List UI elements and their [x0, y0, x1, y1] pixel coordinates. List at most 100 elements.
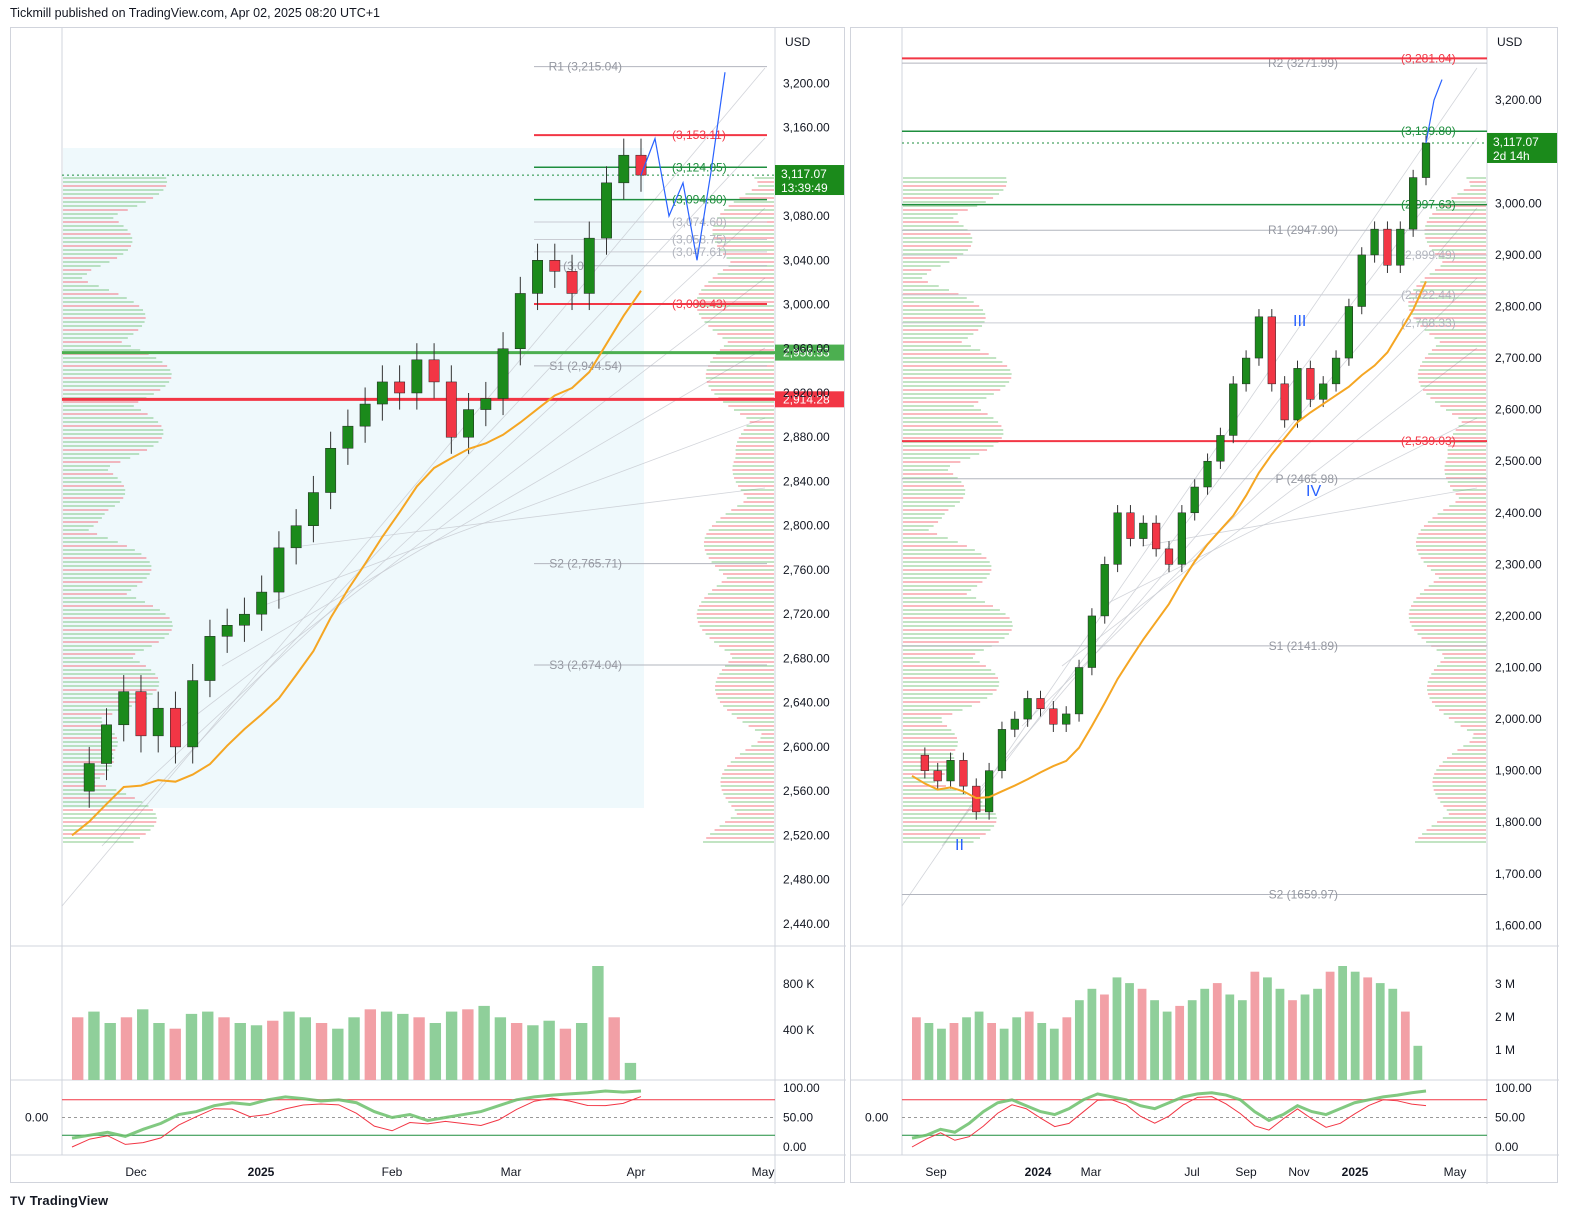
price-tick-label: 1,800.00: [1495, 815, 1542, 829]
time-tick-label: May: [1444, 1165, 1467, 1179]
price-tick-label: 2,640.00: [783, 696, 830, 710]
candle-body: [359, 403, 371, 427]
channel-line: [1061, 347, 1478, 667]
candle-body: [514, 293, 526, 349]
price-tick-label: 1,700.00: [1495, 867, 1542, 881]
tradingview-logo[interactable]: TV TradingView: [10, 1193, 108, 1208]
volume-bar: [88, 1011, 100, 1080]
candle-body: [1241, 357, 1251, 385]
candle-body: [1087, 615, 1097, 668]
time-tick-label: Apr: [627, 1165, 646, 1179]
level-label: S3 (2,674.04): [549, 658, 622, 672]
volume-bar: [1100, 994, 1109, 1080]
level-label: (3,074.60): [672, 215, 727, 229]
candle-body: [1190, 486, 1199, 514]
price-tick-label: 1,900.00: [1495, 764, 1542, 778]
volume-bar: [1024, 1011, 1034, 1080]
level-label: R2 (3271.99): [1268, 56, 1338, 70]
last-price-value: 3,117.07: [781, 167, 827, 181]
candle-body: [1409, 177, 1418, 230]
candle-body: [933, 770, 942, 782]
volume-tick-label: 800 K: [783, 977, 814, 991]
level-label: (2,899.49): [1401, 248, 1456, 262]
volume-bar: [1263, 977, 1272, 1080]
volume-bar: [1300, 994, 1310, 1080]
price-tick-label: 2,560.00: [783, 784, 830, 798]
chart-panel-left[interactable]: R1 (3,215.04) (3,153.11) (3,124.05) (3,094.…: [10, 27, 846, 1184]
level-label: (2,822.44): [1401, 288, 1456, 302]
channel-line: [1141, 487, 1478, 547]
volume-bar: [937, 1028, 946, 1080]
price-tick-label: 2,880.00: [783, 430, 830, 444]
volume-tick-label: 2 M: [1495, 1010, 1515, 1024]
chart-svg-right[interactable]: R2 (3271.99) (3,281.04)(3,139.80)(2,997.6…: [851, 28, 1559, 1184]
price-tick-label: 2,600.00: [783, 740, 830, 754]
time-tick-label: 2025: [1342, 1165, 1369, 1179]
volume-bar: [1338, 966, 1348, 1080]
chart-svg-left[interactable]: R1 (3,215.04) (3,153.11) (3,124.05) (3,094.…: [11, 28, 846, 1184]
footer: TV TradingView: [0, 1186, 1579, 1226]
channel-line: [1021, 277, 1478, 727]
price-tick-label: 2,680.00: [783, 651, 830, 665]
volume-bar: [494, 1017, 507, 1080]
candle-body: [325, 448, 337, 493]
price-tick-label: 2,000.00: [1495, 712, 1542, 726]
tradingview-brand: TradingView: [29, 1193, 109, 1208]
price-tick-label: 2,480.00: [783, 873, 830, 887]
time-tick-label: Sep: [1235, 1165, 1257, 1179]
candle-body: [1023, 698, 1032, 720]
volume-bar: [1288, 1000, 1297, 1080]
candle-body: [394, 381, 406, 394]
candle-body: [256, 591, 268, 615]
volume-bar: [1388, 988, 1398, 1080]
chart-panel-right[interactable]: R2 (3271.99) (3,281.04) (3,139.80) (2,997.6…: [850, 27, 1559, 1184]
candle-body: [997, 729, 1007, 771]
time-tick-label: 2025: [248, 1165, 275, 1179]
candle-body: [549, 260, 561, 272]
moving-average-line: [71, 290, 642, 837]
candle-body: [1049, 708, 1058, 725]
candle-body: [1344, 306, 1354, 359]
time-tick-label: Sep: [925, 1165, 947, 1179]
volume-bar: [315, 1023, 328, 1080]
candle-body: [1074, 667, 1084, 715]
level-label: (3,047.61): [672, 245, 727, 259]
volume-bar: [962, 1017, 971, 1080]
volume-bar: [575, 1023, 588, 1080]
price-tick-label: 2,600.00: [1495, 403, 1542, 417]
elliott-wave-label: IV: [1306, 483, 1321, 500]
osc-tick-label: 50.00: [783, 1111, 813, 1125]
channel-line: [901, 67, 1478, 907]
key-level-tag: [775, 391, 844, 408]
candle-body: [1293, 368, 1302, 421]
candle-body: [463, 409, 474, 438]
candle-body: [239, 613, 250, 626]
osc-tick-label: 100.00: [783, 1081, 820, 1095]
candle-body: [118, 691, 130, 726]
publish-text: Tickmill published on TradingView.com, A…: [10, 6, 380, 20]
volume-bar: [987, 1023, 996, 1080]
time-tick-label: Mar: [1081, 1165, 1102, 1179]
osc-tick-label: 0.00: [1495, 1140, 1519, 1154]
candle-body: [1331, 357, 1341, 385]
osc-tick-label: 100.00: [1495, 1081, 1532, 1095]
volume-tick-label: 3 M: [1495, 977, 1515, 991]
time-tick-label: Dec: [125, 1165, 146, 1179]
candle-body: [152, 707, 164, 737]
candle-body: [959, 760, 968, 787]
time-tick-label: Feb: [382, 1165, 403, 1179]
candle-body: [1229, 383, 1238, 436]
candle-body: [1139, 522, 1148, 539]
candle-body: [307, 492, 319, 526]
volume-tick-label: 400 K: [783, 1023, 814, 1037]
volume-bar: [559, 1028, 572, 1080]
key-level-tag: [775, 344, 844, 361]
price-tick-label: 2,100.00: [1495, 661, 1542, 675]
candle-body: [1062, 713, 1071, 725]
volume-bar: [234, 1023, 246, 1080]
volume-bar: [1087, 988, 1097, 1080]
candle-body: [1010, 718, 1019, 730]
range-shade: [63, 148, 644, 808]
price-tick-label: 2,200.00: [1495, 609, 1542, 623]
candle-body: [1396, 228, 1405, 266]
